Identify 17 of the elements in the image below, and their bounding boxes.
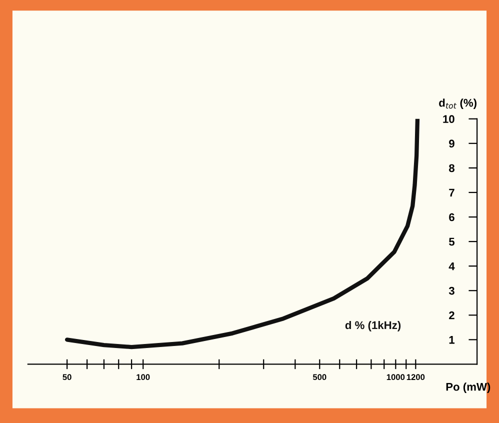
y-tick-label: 9	[449, 140, 454, 148]
y-tick-label: 6	[449, 213, 454, 222]
x-tick-label: 500	[312, 374, 326, 380]
x-tick-label: 100	[136, 374, 150, 380]
y-tick-label: 4	[448, 262, 455, 270]
x-tick-label: 50	[62, 374, 72, 380]
y-tick-label: 5	[448, 238, 455, 246]
x-tick-label: 1000	[386, 374, 405, 380]
y-tick-label: 1	[449, 336, 455, 344]
x-tick-label: 1200	[406, 374, 425, 380]
y-tick-label: 2	[449, 311, 454, 320]
y-tick-label: 7	[449, 188, 454, 196]
text: d % (1kHz)	[345, 320, 401, 332]
y-tick-label: 3	[448, 286, 454, 295]
y-tick-label: 8	[448, 164, 454, 172]
y-axis-title: d$_{tot}$ (%)	[439, 98, 476, 109]
y-tick-label: 10	[443, 115, 454, 123]
